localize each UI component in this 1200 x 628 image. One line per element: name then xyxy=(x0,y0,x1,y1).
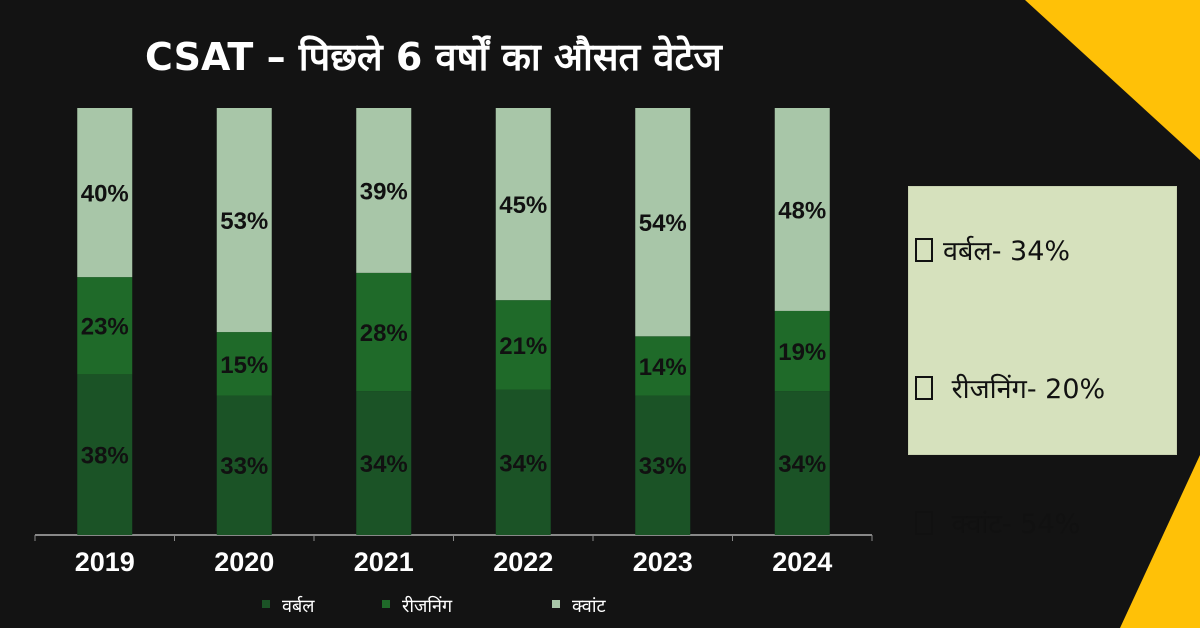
bar-segment xyxy=(356,108,412,273)
legend-label: क्वांट xyxy=(572,596,606,617)
corner-accent-bottom xyxy=(1120,455,1200,628)
data-label: 38% xyxy=(81,443,129,470)
data-label: 48% xyxy=(778,197,826,224)
summary-box: वर्बल- 34% रीजनिंग- 20% क्वांट- 54% xyxy=(908,186,1177,540)
bar-segment xyxy=(77,277,133,375)
data-label: 21% xyxy=(499,333,547,360)
legend-label: रीजनिंग xyxy=(402,595,453,617)
data-label: 34% xyxy=(499,450,547,477)
data-label: 19% xyxy=(778,339,826,366)
missing-glyph-box-icon xyxy=(915,376,933,400)
data-label: 53% xyxy=(220,208,268,235)
x-tick-label: 2022 xyxy=(493,547,553,577)
legend-swatch xyxy=(262,600,270,608)
bar-segment xyxy=(216,108,272,333)
x-tick-label: 2020 xyxy=(214,547,274,577)
data-label: 14% xyxy=(639,354,687,381)
bar-segment xyxy=(774,310,830,392)
bar-segment xyxy=(495,300,551,390)
bar-segment xyxy=(635,108,691,337)
data-label: 34% xyxy=(778,451,826,478)
x-tick-label: 2024 xyxy=(772,547,832,577)
data-label: 28% xyxy=(360,320,408,347)
bar-segment xyxy=(635,395,691,535)
bar-segment xyxy=(216,395,272,535)
missing-glyph-box-icon xyxy=(915,238,933,262)
data-label: 39% xyxy=(360,178,408,205)
x-tick-label: 2023 xyxy=(633,547,693,577)
summary-label: वर्बल- 34% xyxy=(943,236,1071,267)
bar-segment xyxy=(774,108,830,311)
bar-segment xyxy=(495,389,551,535)
legend-swatch xyxy=(382,600,390,608)
corner-accent-top xyxy=(1025,0,1200,160)
summary-item-verbal: वर्बल- 34% xyxy=(915,231,1070,268)
bar-segment xyxy=(216,332,272,396)
data-label: 40% xyxy=(81,181,129,208)
bar-segment xyxy=(495,108,551,301)
legend-swatch xyxy=(552,600,560,608)
bar-segment xyxy=(77,108,133,278)
data-label: 33% xyxy=(639,453,687,480)
x-tick-label: 2021 xyxy=(354,547,414,577)
stacked-bar-chart: 38% 23% 40% 2019 33% 15% 53% 2020 34% 28% 39% 2021 3… xyxy=(34,108,873,617)
bar-segment xyxy=(356,391,412,535)
summary-item-quant: क्वांट- 54% xyxy=(915,504,1080,541)
missing-glyph-box-icon xyxy=(915,511,933,535)
bar-segment xyxy=(635,336,691,396)
bar-segment xyxy=(774,391,830,535)
bar-segment xyxy=(77,374,133,535)
data-label: 45% xyxy=(499,192,547,219)
summary-item-reasoning: रीजनिंग- 20% xyxy=(915,369,1105,406)
data-label: 33% xyxy=(220,453,268,480)
data-label: 15% xyxy=(220,352,268,379)
bar-segment xyxy=(356,272,412,392)
data-label: 23% xyxy=(81,314,129,341)
page-title: CSAT – पिछले 6 वर्षों का औसत वेटेज xyxy=(145,35,722,79)
summary-label: रीजनिंग- 20% xyxy=(951,374,1106,405)
legend-label: वर्बल xyxy=(282,595,315,617)
summary-label: क्वांट- 54% xyxy=(951,509,1081,540)
x-tick-label: 2019 xyxy=(75,547,135,577)
data-label: 54% xyxy=(639,210,687,237)
data-label: 34% xyxy=(360,451,408,478)
